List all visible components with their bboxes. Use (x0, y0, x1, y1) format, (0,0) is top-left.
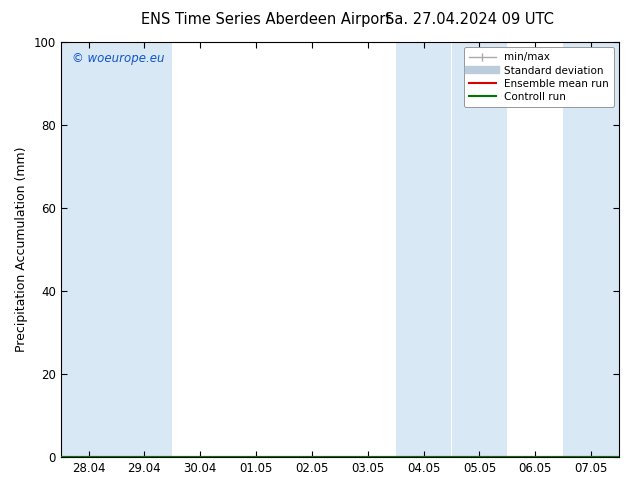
Bar (563, 42, 619, 457)
Legend: min/max, Standard deviation, Ensemble mean run, Controll run: min/max, Standard deviation, Ensemble me… (464, 47, 614, 107)
Text: Sa. 27.04.2024 09 UTC: Sa. 27.04.2024 09 UTC (385, 12, 553, 27)
Text: ENS Time Series Aberdeen Airport: ENS Time Series Aberdeen Airport (141, 12, 391, 27)
Bar (451, 42, 507, 457)
Bar (396, 42, 451, 457)
Bar (117, 42, 172, 457)
Text: © woeurope.eu: © woeurope.eu (72, 52, 164, 66)
Bar (61, 42, 117, 457)
Y-axis label: Precipitation Accumulation (mm): Precipitation Accumulation (mm) (15, 147, 28, 352)
